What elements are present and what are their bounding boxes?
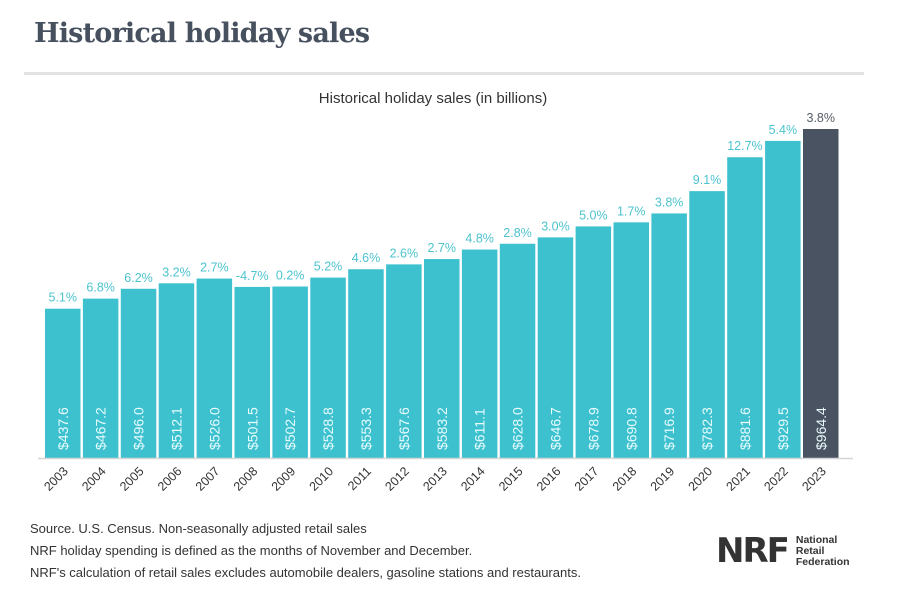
footnote-calculation: NRF's calculation of retail sales exclud…	[30, 565, 581, 580]
x-tick-label-2003: 2003	[41, 464, 71, 494]
growth-label-2009: 0.2%	[276, 269, 305, 283]
value-label-2018: $690.8	[623, 407, 639, 450]
bar-2005	[120, 288, 157, 458]
bar-2004	[82, 298, 119, 458]
bar-2007	[196, 278, 233, 458]
growth-label-2014: 4.8%	[465, 232, 494, 246]
bar-2017	[575, 226, 612, 458]
value-label-2011: $553.3	[358, 407, 374, 450]
value-label-2022: $929.5	[775, 407, 791, 450]
growth-label-2023: 3.8%	[807, 111, 836, 125]
x-tick-label-2022: 2022	[761, 464, 791, 494]
bar-2010	[310, 277, 346, 458]
bar-2018	[613, 222, 649, 458]
growth-label-2019: 3.8%	[655, 195, 684, 209]
logo-line: Retail	[795, 544, 825, 557]
value-label-2013: $583.2	[434, 407, 450, 450]
value-label-2009: $502.7	[282, 407, 298, 450]
bar-2003	[45, 308, 81, 458]
growth-label-2016: 3.0%	[541, 219, 570, 233]
value-label-2012: $567.6	[396, 407, 412, 450]
bar-2020	[689, 191, 725, 458]
growth-label-2011: 4.6%	[352, 251, 381, 265]
growth-label-2012: 2.6%	[390, 246, 419, 260]
growth-label-2004: 6.8%	[86, 281, 115, 295]
growth-label-2007: 2.7%	[200, 261, 229, 275]
x-tick-label-2015: 2015	[496, 464, 526, 494]
logo-text: National Retail Federation	[795, 533, 850, 568]
growth-label-2018: 1.7%	[617, 204, 646, 218]
x-tick-label-2014: 2014	[458, 464, 488, 494]
x-tick-label-2019: 2019	[648, 464, 678, 494]
value-label-2017: $678.9	[585, 407, 601, 450]
growth-label-2022: 5.4%	[769, 123, 798, 137]
value-label-2015: $628.0	[510, 407, 526, 450]
growth-label-2003: 5.1%	[49, 291, 78, 305]
x-tick-label-2007: 2007	[193, 464, 223, 494]
bar-2011	[348, 269, 384, 458]
bar-2016	[537, 237, 574, 458]
chart-title: Historical holiday sales (in billions)	[318, 90, 548, 107]
x-tick-label-2012: 2012	[382, 464, 412, 494]
growth-label-2010: 5.2%	[314, 260, 343, 274]
x-tick-label-2010: 2010	[307, 464, 337, 494]
value-label-2007: $526.0	[206, 407, 222, 450]
x-tick-label-2005: 2005	[117, 464, 147, 494]
growth-label-2017: 5.0%	[579, 208, 608, 222]
x-tick-label-2011: 2011	[345, 464, 374, 493]
value-label-2010: $528.8	[320, 407, 336, 450]
value-label-2020: $782.3	[699, 407, 715, 450]
value-label-2005: $496.0	[131, 407, 147, 450]
value-label-2004: $467.2	[93, 407, 109, 450]
growth-label-2020: 9.1%	[693, 173, 722, 187]
value-label-2008: $501.5	[244, 407, 260, 450]
value-label-2021: $881.6	[737, 407, 753, 450]
x-tick-label-2020: 2020	[686, 464, 716, 494]
value-label-2023: $964.4	[813, 407, 829, 450]
x-tick-label-2017: 2017	[572, 464, 602, 494]
value-label-2014: $611.1	[472, 408, 488, 450]
x-tick-label-2008: 2008	[231, 464, 261, 494]
growth-label-2015: 2.8%	[503, 226, 532, 240]
x-tick-label-2009: 2009	[269, 464, 299, 494]
growth-label-2021: 12.7%	[727, 139, 762, 153]
bar-2013	[424, 259, 460, 458]
x-tick-label-2013: 2013	[420, 464, 450, 494]
growth-label-2006: 3.2%	[162, 265, 191, 279]
nrf-logo: NRF National Retail Federation	[716, 534, 850, 568]
x-tick-label-2021: 2021	[724, 464, 754, 494]
growth-label-2005: 6.2%	[124, 271, 153, 285]
footnote-source: Source. U.S. Census. Non-seasonally adju…	[30, 521, 367, 536]
bar-2023	[803, 129, 839, 458]
value-label-2006: $512.1	[168, 407, 184, 450]
title-divider	[24, 72, 864, 75]
x-tick-label-2018: 2018	[610, 464, 640, 494]
bar-2008	[234, 286, 270, 458]
bar-2009	[272, 286, 308, 458]
growth-label-2008: -4.7%	[236, 269, 269, 283]
bar-2006	[158, 283, 195, 458]
value-label-2019: $716.9	[661, 407, 677, 450]
x-tick-label-2023: 2023	[799, 464, 829, 494]
logo-line: Federation	[795, 555, 850, 568]
logo-mark: NRF	[716, 531, 790, 571]
bar-2019	[651, 213, 687, 458]
value-label-2016: $646.7	[547, 407, 563, 450]
bar-2022	[765, 140, 801, 458]
x-tick-label-2004: 2004	[79, 464, 109, 494]
bar-2015	[499, 243, 536, 458]
x-tick-label-2006: 2006	[155, 464, 185, 494]
x-tick-label-2016: 2016	[534, 464, 564, 494]
bar-2012	[386, 264, 422, 458]
growth-label-2013: 2.7%	[428, 241, 457, 255]
logo-line: National	[795, 533, 838, 546]
value-label-2003: $437.6	[55, 407, 71, 450]
bar-2014	[461, 249, 498, 458]
bar-2021	[727, 157, 763, 459]
page-title: Historical holiday sales	[34, 18, 370, 49]
footnote-definition: NRF holiday spending is defined as the m…	[30, 543, 473, 558]
